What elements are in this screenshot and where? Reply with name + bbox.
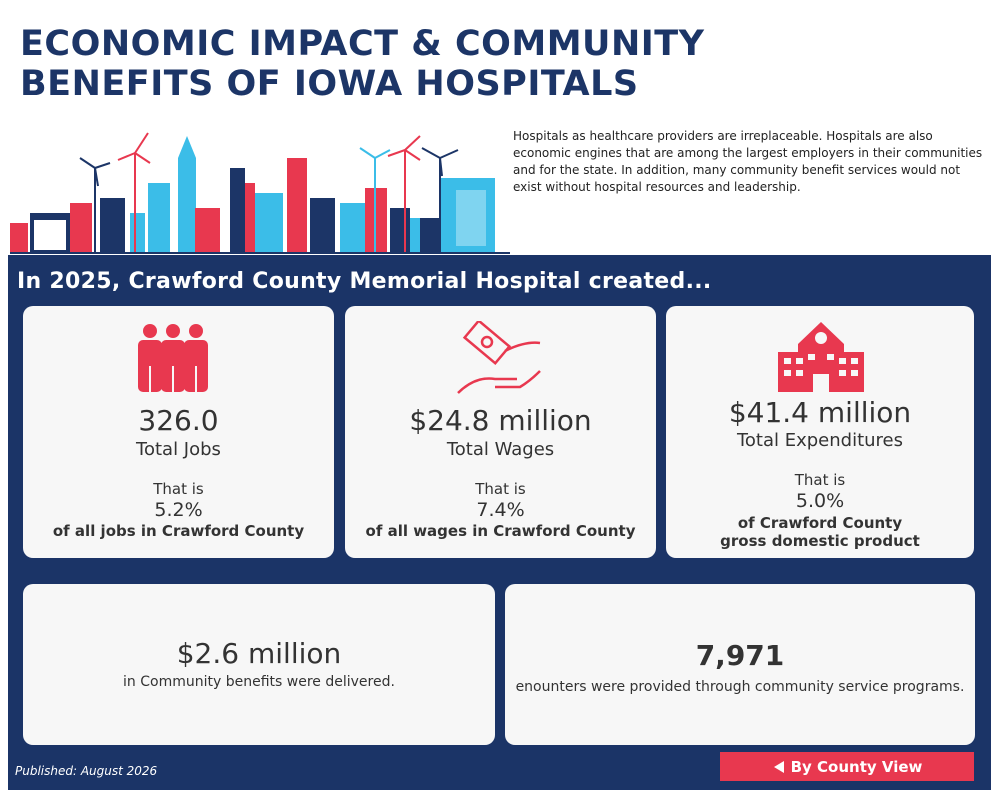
summary-value: 7,971 (695, 639, 785, 672)
section-heading: In 2025, Crawford County Memorial Hospit… (17, 269, 712, 294)
people-icon (138, 324, 208, 392)
card-context: of all wages in Crawford County (365, 522, 636, 540)
card-value: 326.0 (138, 404, 219, 437)
title-line: ECONOMIC IMPACT & COMMUNITY (20, 24, 705, 64)
intro-text: Hospitals as healthcare providers are ir… (513, 129, 983, 194)
card-context: of Crawford County (737, 514, 903, 532)
summary-text: enounters were provided through communit… (515, 679, 965, 695)
hospital-icon (778, 322, 864, 392)
card-label: Total Jobs (136, 439, 221, 460)
card-context: gross domestic product (720, 532, 920, 550)
card-lead: That is (475, 480, 526, 498)
wages-card: $24.8 million Total Wages That is 7.4% o… (345, 306, 656, 558)
card-value: $41.4 million (728, 396, 912, 429)
card-value: $24.8 million (409, 404, 592, 437)
card-lead: That is (153, 480, 204, 498)
summary-text: in Community benefits were delivered. (123, 674, 395, 690)
money-hand-icon (457, 321, 541, 394)
button-label: By County View (790, 757, 923, 776)
title-line: BENEFITS OF IOWA HOSPITALS (20, 64, 639, 104)
page-title: ECONOMIC IMPACT & COMMUNITY BENEFITS OF … (20, 24, 705, 104)
card-label: Total Expenditures (736, 430, 904, 451)
jobs-card: 326.0 Total Jobs That is 5.2% of all job… (23, 306, 334, 558)
expenditures-card: $41.4 million Total Expenditures That is… (666, 306, 974, 558)
card-lead: That is (794, 471, 846, 489)
county-view-button[interactable]: By County View (720, 752, 974, 781)
published-date: Published: August 2026 (15, 764, 158, 778)
card-context: of all jobs in Crawford County (52, 522, 305, 540)
benefits-card: $2.6 million in Community benefits were … (23, 584, 495, 745)
card-share: 5.2% (154, 499, 203, 521)
city-illustration (10, 132, 510, 254)
card-label: Total Wages (446, 439, 555, 460)
back-arrow-icon (773, 760, 784, 773)
card-share: 7.4% (476, 499, 525, 521)
summary-value: $2.6 million (176, 637, 342, 670)
encounters-card: 7,971 enounters were provided through co… (505, 584, 975, 745)
card-share: 5.0% (795, 490, 845, 512)
